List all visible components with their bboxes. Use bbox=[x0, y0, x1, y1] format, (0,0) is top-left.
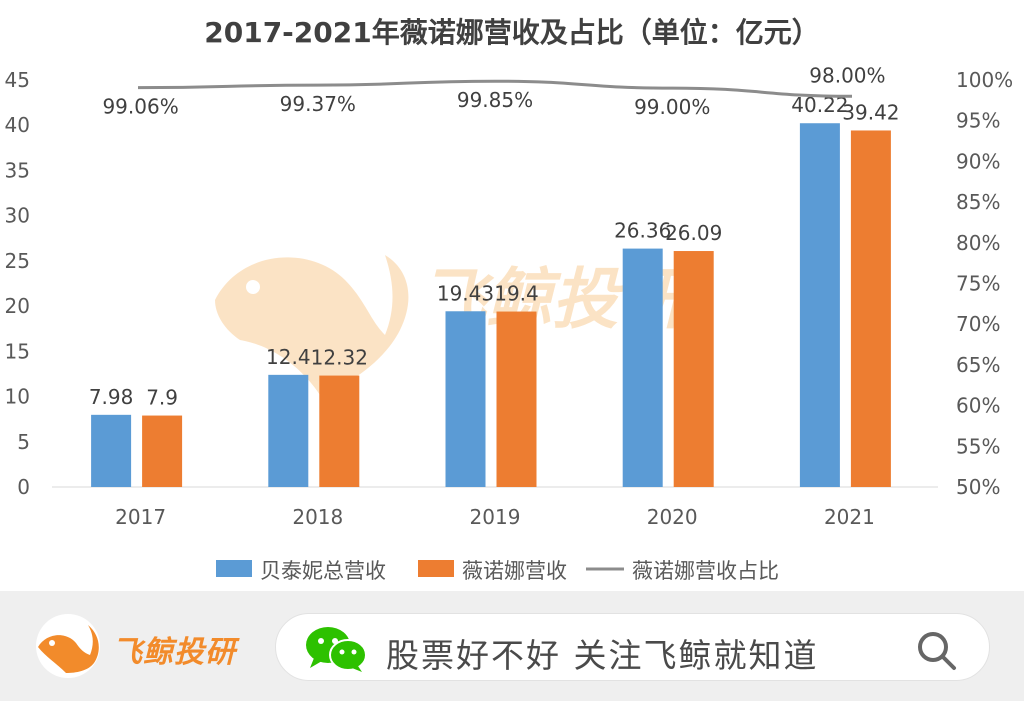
wechat-icon bbox=[306, 627, 367, 672]
footer-brand: 飞鲸投研 bbox=[112, 635, 236, 670]
bar-label-winona-revenue: 7.9 bbox=[146, 386, 178, 410]
x-tick-label: 2017 bbox=[115, 505, 166, 529]
y-left-tick-label: 45 bbox=[5, 68, 30, 92]
y-right-tick-label: 65% bbox=[956, 353, 1000, 377]
y-right-tick-label: 70% bbox=[956, 312, 1000, 336]
legend-label-winona: 薇诺娜营收 bbox=[462, 559, 567, 583]
y-left-tick-labels: 0 5 10 15 20 25 30 35 40 45 bbox=[5, 68, 30, 499]
y-right-tick-label: 95% bbox=[956, 109, 1000, 133]
watermark-whale-icon bbox=[215, 255, 409, 395]
bar-label-total-revenue: 7.98 bbox=[89, 385, 134, 409]
x-tick-label: 2021 bbox=[824, 505, 875, 529]
bar-label-winona-revenue: 26.09 bbox=[665, 221, 722, 245]
y-left-tick-label: 10 bbox=[5, 385, 30, 409]
ratio-data-label: 98.00% bbox=[809, 63, 885, 87]
y-right-tick-label: 60% bbox=[956, 394, 1000, 418]
legend-swatch-winona bbox=[418, 560, 454, 577]
ratio-line-path bbox=[137, 79, 853, 98]
bar-winona-revenue bbox=[496, 311, 537, 487]
y-left-tick-label: 30 bbox=[5, 204, 30, 228]
whale-logo-icon bbox=[36, 614, 100, 678]
bar-winona-revenue bbox=[673, 251, 714, 487]
y-right-tick-labels: 50% 55% 60% 65% 70% 75% 80% 85% 90% 95% 100% bbox=[956, 68, 1013, 499]
bar-total-revenue bbox=[268, 374, 309, 487]
x-tick-labels: 2017 2018 2019 2020 2021 bbox=[115, 505, 875, 529]
y-right-tick-label: 55% bbox=[956, 434, 1000, 458]
bar-label-total-revenue: 19.43 bbox=[437, 281, 494, 305]
legend: 贝泰妮总营收 薇诺娜营收 薇诺娜营收占比 bbox=[216, 559, 779, 583]
y-right-tick-label: 85% bbox=[956, 190, 1000, 214]
legend-label-total: 贝泰妮总营收 bbox=[260, 559, 386, 583]
bar-total-revenue bbox=[445, 311, 486, 487]
y-left-tick-label: 35 bbox=[5, 158, 30, 182]
ratio-data-labels: 99.06% 99.37% 99.85% 99.00% 98.00% bbox=[102, 63, 885, 119]
y-right-tick-label: 90% bbox=[956, 149, 1000, 173]
footer-bar: 飞鲸投研 股票好不好 关注飞鲸就知道 bbox=[0, 591, 1024, 701]
y-left-tick-label: 40 bbox=[5, 113, 30, 137]
x-tick-label: 2018 bbox=[292, 505, 343, 529]
bars bbox=[91, 123, 891, 487]
bar-label-winona-revenue: 12.32 bbox=[311, 346, 368, 370]
bar-total-revenue bbox=[622, 248, 663, 487]
ratio-data-label: 99.00% bbox=[634, 95, 710, 119]
y-left-tick-label: 25 bbox=[5, 249, 30, 273]
y-left-tick-label: 20 bbox=[5, 294, 30, 318]
bar-label-total-revenue: 12.4 bbox=[266, 345, 311, 369]
search-bar[interactable]: 股票好不好 关注飞鲸就知道 bbox=[275, 613, 990, 681]
y-left-tick-label: 15 bbox=[5, 339, 30, 363]
ratio-line bbox=[137, 79, 853, 98]
chart-title: 2017-2021年薇诺娜营收及占比（单位：亿元） bbox=[204, 16, 819, 49]
search-icon[interactable] bbox=[914, 628, 958, 672]
x-tick-label: 2019 bbox=[470, 505, 521, 529]
legend-swatch-total bbox=[216, 560, 252, 577]
y-right-tick-label: 80% bbox=[956, 231, 1000, 255]
ratio-data-label: 99.06% bbox=[102, 95, 178, 119]
y-right-tick-label: 100% bbox=[956, 68, 1013, 92]
search-text: 股票好不好 关注飞鲸就知道 bbox=[386, 636, 819, 675]
y-left-tick-label: 5 bbox=[17, 430, 30, 454]
y-left-tick-label: 0 bbox=[17, 475, 30, 499]
y-right-tick-label: 75% bbox=[956, 272, 1000, 296]
ratio-data-label: 99.37% bbox=[280, 92, 356, 116]
x-tick-label: 2020 bbox=[647, 505, 698, 529]
legend-label-ratio: 薇诺娜营收占比 bbox=[632, 559, 779, 583]
bar-winona-revenue bbox=[319, 375, 360, 487]
y-right-tick-label: 50% bbox=[956, 475, 1000, 499]
bar-winona-revenue bbox=[850, 130, 891, 487]
bar-data-labels: 7.9812.419.4326.3640.227.912.3219.426.09… bbox=[89, 93, 900, 409]
bar-label-winona-revenue: 39.42 bbox=[842, 100, 899, 124]
bar-total-revenue bbox=[91, 414, 132, 487]
bar-label-total-revenue: 26.36 bbox=[614, 219, 671, 243]
chart: 飞鲸投研 2017-2021年薇诺娜营收及占比（单位：亿元） 051015202… bbox=[5, 16, 1014, 583]
bar-label-winona-revenue: 19.4 bbox=[494, 282, 539, 306]
bar-winona-revenue bbox=[142, 415, 183, 487]
bar-total-revenue bbox=[799, 123, 840, 487]
ratio-data-label: 99.85% bbox=[457, 88, 533, 112]
